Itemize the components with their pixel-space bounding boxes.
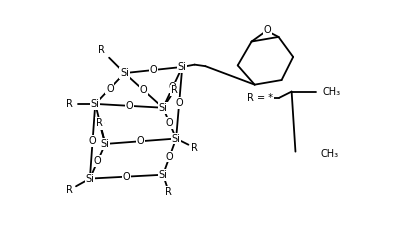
Text: O: O <box>137 136 144 146</box>
Text: Si: Si <box>120 68 129 78</box>
Text: CH₃: CH₃ <box>321 149 339 159</box>
Text: O: O <box>176 98 183 108</box>
Text: Si: Si <box>91 99 100 109</box>
Text: R: R <box>171 85 178 96</box>
Text: Si: Si <box>178 62 187 72</box>
Text: R: R <box>165 187 172 197</box>
Text: Si: Si <box>159 170 168 180</box>
Text: O: O <box>96 119 104 129</box>
Text: R: R <box>191 143 198 153</box>
Text: O: O <box>140 85 148 96</box>
Text: O: O <box>166 118 173 128</box>
Text: Si: Si <box>172 134 181 144</box>
Text: R = *: R = * <box>247 93 273 103</box>
Text: O: O <box>94 156 101 166</box>
Text: R: R <box>66 99 73 109</box>
Text: O: O <box>264 25 271 35</box>
Text: O: O <box>123 172 130 182</box>
Text: R: R <box>66 185 73 195</box>
Text: O: O <box>106 83 114 94</box>
Text: O: O <box>125 101 133 111</box>
Text: Si: Si <box>85 173 94 184</box>
Text: Si: Si <box>159 103 168 113</box>
Text: O: O <box>166 152 173 162</box>
Text: R: R <box>96 118 103 128</box>
Text: O: O <box>89 136 96 146</box>
Text: O: O <box>169 82 176 92</box>
Text: R: R <box>98 45 105 55</box>
Text: CH₃: CH₃ <box>322 87 341 97</box>
Text: Si: Si <box>101 139 110 149</box>
Text: O: O <box>149 65 157 75</box>
